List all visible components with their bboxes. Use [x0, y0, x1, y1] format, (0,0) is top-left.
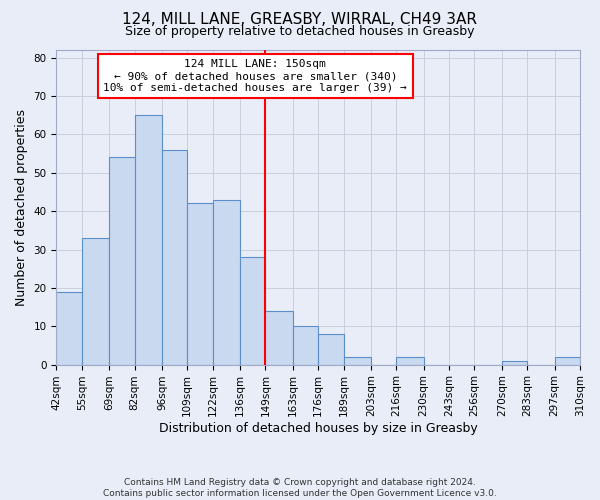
Bar	[397, 357, 424, 364]
Bar	[554, 357, 580, 364]
Bar	[109, 158, 134, 364]
Bar	[265, 311, 293, 364]
Y-axis label: Number of detached properties: Number of detached properties	[15, 109, 28, 306]
X-axis label: Distribution of detached houses by size in Greasby: Distribution of detached houses by size …	[159, 422, 478, 435]
Bar	[502, 361, 527, 364]
Bar	[344, 357, 371, 364]
Bar	[187, 204, 213, 364]
Bar	[213, 200, 240, 364]
Text: 124, MILL LANE, GREASBY, WIRRAL, CH49 3AR: 124, MILL LANE, GREASBY, WIRRAL, CH49 3A…	[122, 12, 478, 28]
Bar	[162, 150, 187, 364]
Bar	[56, 292, 82, 364]
Bar	[318, 334, 344, 364]
Bar	[293, 326, 318, 364]
Text: Size of property relative to detached houses in Greasby: Size of property relative to detached ho…	[125, 25, 475, 38]
Bar	[82, 238, 109, 364]
Bar	[134, 115, 162, 364]
Bar	[240, 257, 265, 364]
Text: Contains HM Land Registry data © Crown copyright and database right 2024.
Contai: Contains HM Land Registry data © Crown c…	[103, 478, 497, 498]
Text: 124 MILL LANE: 150sqm
← 90% of detached houses are smaller (340)
10% of semi-det: 124 MILL LANE: 150sqm ← 90% of detached …	[103, 60, 407, 92]
